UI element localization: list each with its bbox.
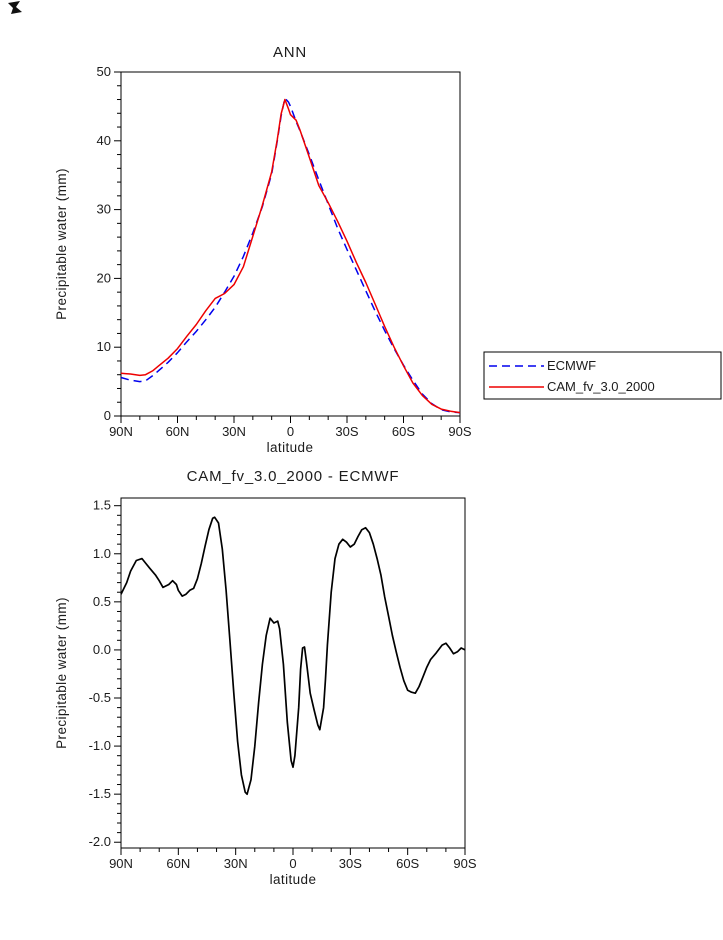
series-difference [120, 516, 466, 796]
plot-frame [120, 497, 466, 849]
x-tick-label: 30S [335, 424, 358, 439]
series-ECMWF [120, 97, 461, 414]
x-tick-label: 90S [453, 856, 476, 871]
chart-title: ANN [273, 44, 307, 61]
y-tick-label: 40 [97, 133, 111, 148]
legend-label: CAM_fv_3.0_2000 [547, 379, 655, 394]
y-tick-label: -0.5 [89, 690, 111, 705]
y-tick-label: 20 [97, 270, 111, 285]
legend-box [483, 351, 722, 400]
y-axis-label: Precipitable water (mm) [54, 597, 69, 749]
y-tick-label: 50 [97, 64, 111, 79]
y-tick-label: 0.5 [93, 594, 111, 609]
chart-ann: 90N 60N 30N 0 30S 60S 90S 0 10 20 30 40 50 ANN latitud… [54, 44, 722, 455]
legend-label: ECMWF [547, 358, 596, 373]
y-tick-label: 1.0 [93, 546, 111, 561]
x-axis-label: latitude [270, 872, 317, 887]
plot-frame [120, 71, 461, 417]
chart-difference: 90N 60N 30N 0 30S 60S 90S -2.0 -1.5 -1.0 -0.5 0.0 0.… [54, 468, 477, 887]
x-tick-label: 60S [396, 856, 419, 871]
x-tick-label: 90S [448, 424, 471, 439]
x-tick-label: 60N [166, 424, 190, 439]
y-tick-label: -1.0 [89, 738, 111, 753]
x-tick-label: 90N [109, 856, 133, 871]
y-tick-label: 1.5 [93, 498, 111, 513]
chart-title: CAM_fv_3.0_2000 - ECMWF [187, 468, 400, 485]
corner-artifact [8, 1, 22, 14]
y-tick-label: 10 [97, 339, 111, 354]
y-tick-label: 30 [97, 202, 111, 217]
y-tick-label: 0.0 [93, 642, 111, 657]
y-tick-label: -2.0 [89, 834, 111, 849]
x-tick-label: 60N [166, 856, 190, 871]
x-tick-label: 30S [339, 856, 362, 871]
x-tick-label: 90N [109, 424, 133, 439]
y-tick-label: -1.5 [89, 786, 111, 801]
y-tick-label: 0 [104, 408, 111, 423]
x-tick-label: 0 [287, 424, 294, 439]
x-tick-label: 30N [222, 424, 246, 439]
series-CAM_fv_3.0_2000 [120, 98, 461, 414]
x-tick-label: 30N [224, 856, 248, 871]
x-axis-label: latitude [267, 440, 314, 455]
y-axis-label: Precipitable water (mm) [54, 168, 69, 320]
x-tick-label: 60S [392, 424, 415, 439]
x-tick-label: 0 [289, 856, 296, 871]
